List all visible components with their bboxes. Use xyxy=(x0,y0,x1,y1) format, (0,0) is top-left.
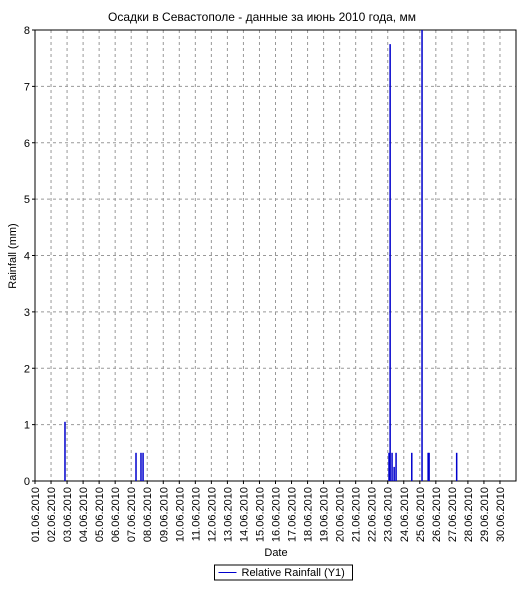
x-tick-label: 20.06.2010 xyxy=(335,487,347,542)
x-tick-label: 17.06.2010 xyxy=(287,487,299,542)
x-tick-label: 18.06.2010 xyxy=(303,487,315,542)
y-tick-label: 8 xyxy=(24,25,30,37)
chart-title: Осадки в Севастополе - данные за июнь 20… xyxy=(108,10,416,24)
x-tick-label: 03.06.2010 xyxy=(62,487,74,542)
y-tick-label: 5 xyxy=(24,194,30,206)
legend-label: Relative Rainfall (Y1) xyxy=(242,567,345,579)
y-tick-label: 0 xyxy=(24,476,30,488)
x-axis-label: Date xyxy=(264,547,287,559)
x-tick-label: 23.06.2010 xyxy=(383,487,395,542)
y-tick-label: 3 xyxy=(24,307,30,319)
y-tick-label: 1 xyxy=(24,420,30,432)
x-tick-label: 05.06.2010 xyxy=(94,487,106,542)
x-tick-label: 07.06.2010 xyxy=(126,487,138,542)
x-tick-label: 09.06.2010 xyxy=(158,487,170,542)
legend-box xyxy=(214,564,353,581)
x-tick-label: 12.06.2010 xyxy=(206,487,218,542)
x-tick-label: 01.06.2010 xyxy=(30,487,42,542)
x-tick-label: 15.06.2010 xyxy=(254,487,266,542)
x-tick-label: 16.06.2010 xyxy=(271,487,283,542)
x-tick-label: 02.06.2010 xyxy=(46,487,58,542)
x-tick-label: 08.06.2010 xyxy=(142,487,154,542)
y-tick-label: 6 xyxy=(24,138,30,150)
x-tick-label: 06.06.2010 xyxy=(110,487,122,542)
y-tick-label: 7 xyxy=(24,81,30,93)
x-tick-label: 04.06.2010 xyxy=(78,487,90,542)
x-tick-label: 29.06.2010 xyxy=(479,487,491,542)
plot-frame xyxy=(34,29,517,482)
x-tick-label: 27.06.2010 xyxy=(447,487,459,542)
x-tick-label: 30.06.2010 xyxy=(495,487,507,542)
x-tick-label: 10.06.2010 xyxy=(174,487,186,542)
x-tick-label: 19.06.2010 xyxy=(319,487,331,542)
x-tick-label: 14.06.2010 xyxy=(238,487,250,542)
x-tick-label: 28.06.2010 xyxy=(463,487,475,542)
x-tick-label: 13.06.2010 xyxy=(222,487,234,542)
y-tick-label: 4 xyxy=(24,251,30,263)
y-tick-label: 2 xyxy=(24,363,30,375)
x-tick-label: 24.06.2010 xyxy=(399,487,411,542)
x-tick-label: 21.06.2010 xyxy=(351,487,363,542)
x-tick-label: 11.06.2010 xyxy=(190,487,202,541)
y-axis-label: Rainfall (mm) xyxy=(7,223,19,288)
x-tick-label: 26.06.2010 xyxy=(431,487,443,542)
x-tick-label: 25.06.2010 xyxy=(415,487,427,542)
x-tick-label: 22.06.2010 xyxy=(367,487,379,542)
